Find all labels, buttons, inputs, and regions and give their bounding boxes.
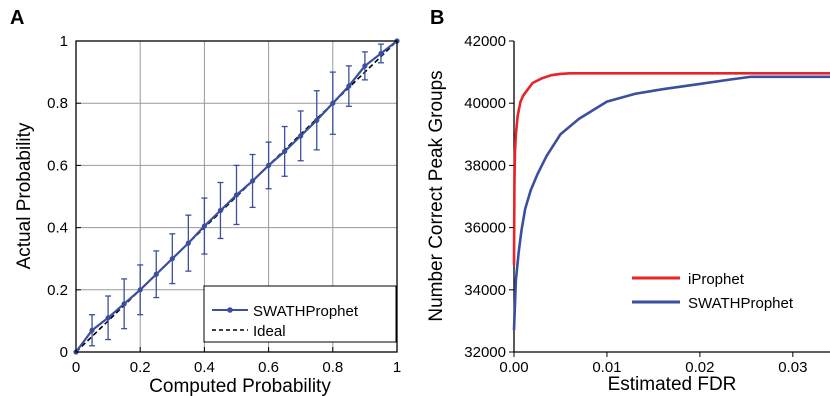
legend-swathprophet-label: SWATHProphet — [688, 295, 794, 312]
panel-a-x-tick-label: 1 — [393, 359, 401, 376]
panel-a-legend: SWATHProphet Ideal — [203, 285, 397, 343]
panel-a-label: A — [10, 7, 24, 29]
panel-a-data-point — [298, 133, 304, 139]
panel-a-data-point — [121, 301, 127, 307]
panel-b-y-tick-label: 38000 — [464, 157, 506, 174]
panel-a-y-tick-label: 0.8 — [47, 95, 68, 112]
legend-iprophet-label: iProphet — [688, 271, 745, 288]
panel-a-data-point — [153, 271, 159, 277]
panel-a-y-tick-label: 0.4 — [47, 220, 68, 237]
panel-a-data-point — [105, 315, 111, 321]
panel-a-data-point — [362, 63, 368, 69]
panel-a-data-point — [314, 117, 320, 123]
panel-a-data-point — [330, 100, 336, 106]
panel-a-data-point — [282, 148, 288, 155]
legend-swath-marker — [227, 307, 233, 313]
panel-b-y-tick-label: 40000 — [464, 95, 506, 112]
panel-a-data-point — [378, 50, 384, 57]
panel-b-y-tick-label: 32000 — [464, 344, 506, 361]
panel-a-data-point — [137, 287, 143, 293]
panel-a-y-tick-label: 1 — [60, 33, 68, 50]
panel-b-y-tick-label: 36000 — [464, 220, 506, 237]
panel-b-legend: iProphet SWATHProphet — [632, 271, 794, 312]
panel-a-chart: A 0 0.2 0.4 0.6 0.8 1 0 0.2 0.4 0.6 0.8 1 Computed… — [10, 7, 401, 396]
panel-a-data-point — [346, 83, 352, 89]
panel-a-plot-frame — [75, 40, 398, 353]
panel-a-data-point — [169, 256, 175, 262]
panel-a-data-point — [89, 327, 95, 333]
panel-a-x-tick-label: 0.4 — [194, 359, 215, 376]
panel-b-x-tick-label: 0.02 — [685, 359, 714, 376]
panel-b-y-tick-label: 34000 — [464, 282, 506, 299]
panel-b-x-tick-label: 0.01 — [592, 359, 621, 376]
panel-a-y-tick-label: 0 — [60, 344, 68, 361]
panel-a-y-tick-label: 0.2 — [47, 282, 68, 299]
panel-a-legend-box — [203, 285, 397, 343]
panel-b-y-ticks: 32000 34000 36000 38000 40000 42000 — [464, 33, 514, 361]
panel-a-data-point — [233, 192, 240, 198]
panel-b-x-axis-label: Estimated FDR — [608, 374, 737, 395]
panel-b-x-tick-label: 0.00 — [499, 359, 528, 376]
panel-b-x-ticks: 0.00 0.01 0.02 0.03 — [499, 352, 807, 376]
panel-b-series-line-swathprophet — [512, 75, 830, 331]
panel-b-y-axis-label: Number Correct Peak Groups — [426, 70, 447, 321]
panel-a-data-point — [249, 178, 256, 184]
panel-b-chart: B 0.00 0.01 0.02 0.03 32000 34000 36000 38000 4… — [426, 7, 830, 395]
panel-a-y-tick-label: 0.6 — [47, 157, 68, 174]
panel-a-x-tick-label: 0.8 — [322, 359, 343, 376]
panel-a-data-point — [217, 207, 224, 214]
panel-a-markers — [73, 38, 400, 355]
panel-a-x-tick-label: 0 — [72, 359, 80, 376]
panel-a-y-axis-label: Actual Probability — [14, 122, 35, 269]
panel-a-x-tick-label: 0.2 — [130, 359, 151, 376]
panel-a-y-ticks: 0 0.2 0.4 0.6 0.8 1 — [47, 33, 81, 361]
panel-a-x-tick-label: 0.6 — [258, 359, 279, 376]
panel-a-data-point — [201, 223, 207, 229]
panel-b-y-tick-label: 42000 — [464, 33, 506, 50]
panel-b-series-line-iprophet — [512, 72, 830, 265]
panel-b-x-tick-label: 0.03 — [778, 359, 807, 376]
legend-swath-label: SWATHProphet — [253, 303, 359, 320]
panel-a-data-point — [185, 240, 191, 246]
panel-a-x-ticks: 0 0.2 0.4 0.6 0.8 1 — [72, 347, 401, 376]
panel-b-series — [512, 72, 830, 331]
panel-a-data-point — [266, 162, 272, 168]
legend-ideal-label: Ideal — [253, 323, 286, 340]
panel-a-x-axis-label: Computed Probability — [149, 376, 331, 396]
panel-b-label: B — [430, 7, 444, 29]
